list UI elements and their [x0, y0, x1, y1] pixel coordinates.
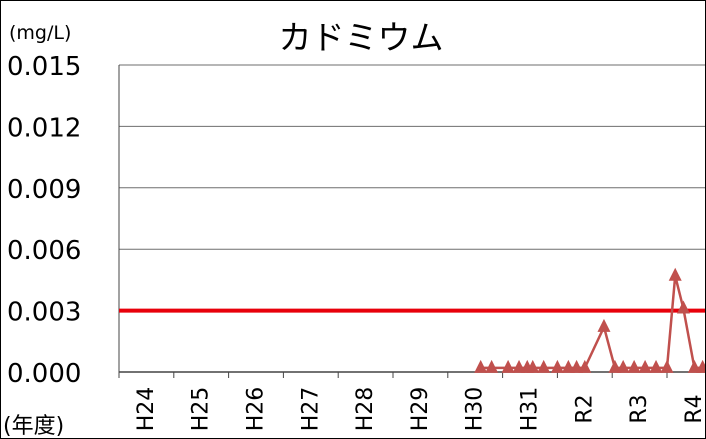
data-point-marker	[597, 318, 611, 332]
y-axis-ticks: 0.000 0.003 0.006 0.009 0.012 0.015	[7, 52, 81, 389]
data-point-marker	[474, 359, 488, 373]
data-point-marker	[638, 359, 652, 373]
data-point-marker	[561, 359, 575, 373]
data-point-marker	[512, 359, 526, 373]
data-point-marker	[578, 359, 592, 373]
data-point-marker	[649, 359, 663, 373]
data-point-marker	[570, 359, 584, 373]
data-point-marker	[550, 359, 564, 373]
data-point-marker	[526, 359, 540, 373]
data-point-marker	[501, 359, 515, 373]
y-tick-label: 0.009	[7, 175, 81, 205]
data-point-marker	[608, 359, 622, 373]
unit-label: (mg/L)	[9, 22, 71, 44]
x-tick-label: R4	[682, 394, 705, 423]
data-point-marker	[660, 359, 674, 373]
chart-title: カドミウム	[279, 18, 444, 57]
x-tick-label: H27	[298, 387, 323, 432]
y-tick-label: 0.000	[7, 359, 81, 389]
x-tick-label: R3	[627, 394, 652, 423]
x-axis-ticks: H24H25H26H27H28H29H30H31R2R3R4R5	[118, 372, 705, 432]
y-tick-label: 0.015	[7, 52, 81, 82]
x-tick-label: H29	[408, 387, 433, 432]
x-tick-label: H25	[189, 387, 214, 432]
data-point-marker	[485, 359, 499, 373]
x-tick-label: H30	[463, 387, 488, 432]
x-tick-label: H31	[518, 387, 543, 432]
x-tick-label: H26	[244, 387, 269, 432]
y-tick-label: 0.012	[7, 113, 81, 143]
data-point-marker	[627, 359, 641, 373]
series-markers	[474, 267, 705, 373]
data-point-marker	[616, 359, 630, 373]
x-tick-label: H24	[134, 387, 159, 432]
data-point-marker	[537, 359, 551, 373]
data-point-marker	[696, 359, 705, 373]
series-line	[480, 275, 703, 370]
data-point-marker	[668, 267, 682, 281]
grid-lines	[118, 64, 705, 373]
x-axis-label: (年度)	[3, 414, 64, 438]
y-tick-label: 0.003	[7, 298, 81, 328]
data-point-marker	[676, 300, 690, 314]
data-point-marker	[687, 359, 701, 373]
y-tick-label: 0.006	[7, 236, 81, 266]
x-tick-label: R2	[572, 394, 597, 423]
x-tick-label: H28	[353, 387, 378, 432]
